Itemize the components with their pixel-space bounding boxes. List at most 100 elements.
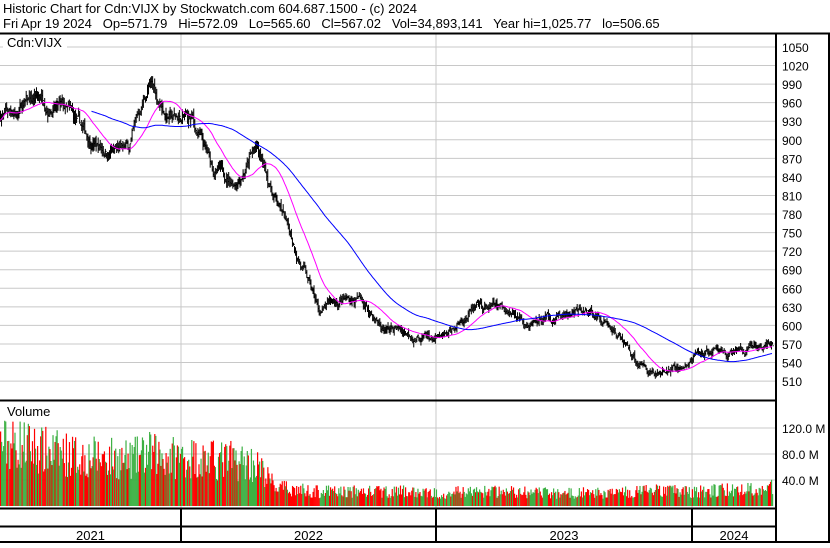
volume-bar: [194, 473, 196, 506]
volume-bar: [276, 491, 278, 506]
year-label: 2022: [294, 528, 323, 543]
volume-bar: [128, 468, 130, 506]
volume-bar: [18, 464, 20, 506]
volume-bar: [403, 497, 406, 506]
volume-bar: [114, 450, 116, 506]
volume-bar: [175, 457, 177, 506]
volume-bar: [249, 477, 251, 506]
volume-bar: [35, 464, 38, 506]
volume-bar: [525, 494, 527, 506]
volume-bar: [85, 475, 87, 506]
volume-bar: [673, 492, 675, 506]
volume-bar: [654, 490, 657, 506]
volume-bar: [397, 487, 400, 506]
volume-bar: [493, 487, 495, 506]
volume-label-bg: [3, 404, 57, 418]
volume-bar: [272, 480, 274, 506]
volume-bar: [361, 493, 364, 506]
volume-bar: [636, 486, 638, 506]
volume-bar: [620, 492, 623, 506]
volume-bar: [481, 492, 483, 506]
volume-bar: [27, 423, 29, 506]
volume-bar: [278, 487, 280, 506]
volume-bar: [15, 450, 17, 506]
volume-bar: [538, 487, 540, 506]
volume-bar: [271, 473, 273, 506]
volume-bar: [313, 488, 315, 506]
volume-bar: [416, 497, 418, 506]
volume-bar: [333, 491, 335, 506]
volume-bar: [593, 494, 595, 506]
grid: [0, 34, 776, 508]
volume-bar: [221, 442, 223, 506]
volume-bar: [101, 454, 103, 506]
volume-bar: [156, 473, 158, 506]
volume-bar: [655, 484, 658, 506]
volume-bar: [648, 490, 650, 506]
volume-bar: [140, 450, 143, 506]
volume-bar: [55, 436, 57, 506]
volume-bar: [459, 491, 461, 506]
volume-bar: [162, 458, 164, 506]
volume-bar: [530, 489, 532, 506]
volume-bar: [707, 489, 709, 506]
volume-bar: [489, 496, 491, 506]
volume-bar: [473, 488, 476, 506]
volume-bar: [170, 472, 172, 506]
volume-bar: [154, 434, 156, 506]
volume-bar: [531, 493, 533, 506]
volume-bar: [93, 436, 95, 506]
ohlc-bar: [767, 339, 770, 345]
volume-bar: [510, 486, 513, 506]
volume-bar: [619, 491, 622, 506]
volume-bar: [96, 470, 98, 506]
volume-bar: [265, 478, 267, 506]
volume-bar: [455, 486, 457, 506]
volume-bar: [461, 493, 463, 506]
volume-bar: [627, 489, 629, 506]
volume-bar: [298, 486, 300, 506]
volume-bar: [204, 450, 206, 506]
volume-bar: [181, 446, 184, 506]
volume-bar: [283, 480, 285, 506]
volume-bar: [356, 496, 358, 506]
volume-bar: [610, 493, 612, 506]
volume-bar: [765, 491, 768, 506]
price-tick-label: 660: [782, 282, 802, 296]
volume-bar: [466, 494, 468, 506]
volume-bar: [229, 445, 231, 506]
volume-bar: [505, 488, 507, 506]
volume-bar: [498, 486, 500, 506]
volume-bar: [253, 465, 256, 506]
volume-bar: [669, 485, 671, 506]
volume-bar: [607, 489, 609, 506]
volume-bar: [350, 491, 352, 506]
volume-bar: [612, 494, 614, 506]
volume-bar: [311, 497, 313, 506]
volume-bar: [734, 488, 737, 506]
volume-bar: [69, 475, 72, 506]
volume-bar: [582, 487, 585, 506]
volume-bar: [307, 485, 309, 506]
volume-bar: [32, 463, 35, 506]
ohlc-bar: [751, 341, 754, 349]
volume-bar: [132, 453, 134, 506]
volume-bar: [53, 459, 55, 506]
volume-bar: [80, 474, 82, 506]
ohlc-bar: [616, 335, 619, 340]
volume-bar: [88, 444, 90, 506]
volume-bar: [647, 492, 649, 506]
volume-bar: [142, 440, 145, 506]
volume-bar: [535, 487, 537, 506]
short-moving-average-line: [0, 100, 773, 372]
price-tick-label: 900: [782, 134, 802, 148]
volume-bar: [596, 495, 598, 506]
price-tick-label: 600: [782, 319, 802, 333]
volume-bar: [560, 494, 562, 506]
volume-bar: [195, 443, 197, 506]
volume-bar: [185, 477, 187, 506]
volume-bar: [290, 496, 293, 506]
volume-bar: [472, 489, 475, 506]
volume-bar: [275, 487, 277, 506]
volume-bar: [393, 486, 395, 506]
